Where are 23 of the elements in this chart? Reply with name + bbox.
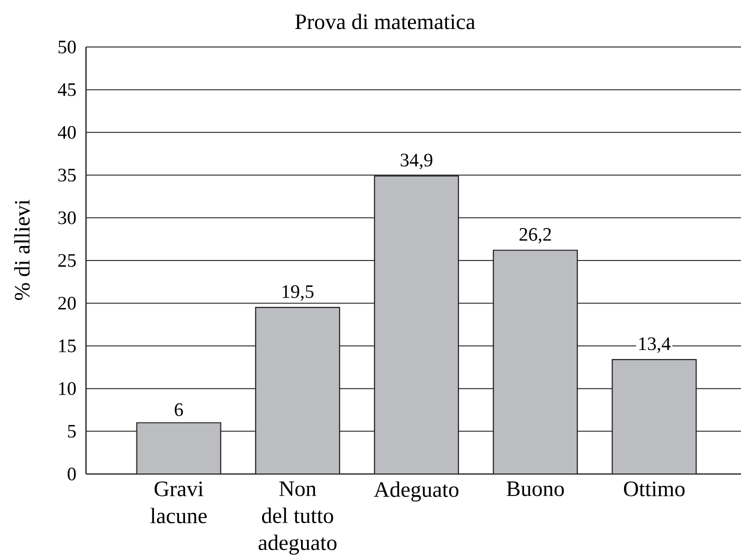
x-tick-label: Buono: [506, 482, 564, 496]
data-label: 26,2: [520, 228, 551, 244]
data-label: 6: [174, 403, 183, 416]
y-tick-label: 5: [68, 424, 76, 438]
x-tick-label: Adeguato: [374, 482, 458, 502]
data-label: 19,5: [282, 285, 314, 301]
x-tick-label: Gravi lacune: [150, 482, 207, 524]
chart-title: Prova di matematica: [295, 14, 476, 30]
y-tick-label: 10: [59, 382, 76, 396]
y-tick-label: 40: [58, 126, 76, 139]
data-label: 13,4: [639, 337, 671, 353]
y-tick-label: 45: [58, 83, 76, 96]
y-tick-label: 30: [58, 211, 76, 224]
y-tick-label: 50: [58, 40, 76, 54]
y-tick-label: 0: [68, 468, 76, 480]
data-label: 34,9: [400, 154, 432, 170]
y-tick-label: 35: [58, 168, 76, 182]
y-tick-label: 20: [58, 296, 76, 310]
y-axis-title: % di allievi: [14, 200, 30, 300]
x-tick-label: Non del tutto adeguato: [258, 482, 336, 555]
y-tick-label: 15: [59, 340, 76, 352]
y-tick-label: 25: [58, 254, 76, 267]
x-tick-label: Ottimo: [624, 482, 685, 496]
